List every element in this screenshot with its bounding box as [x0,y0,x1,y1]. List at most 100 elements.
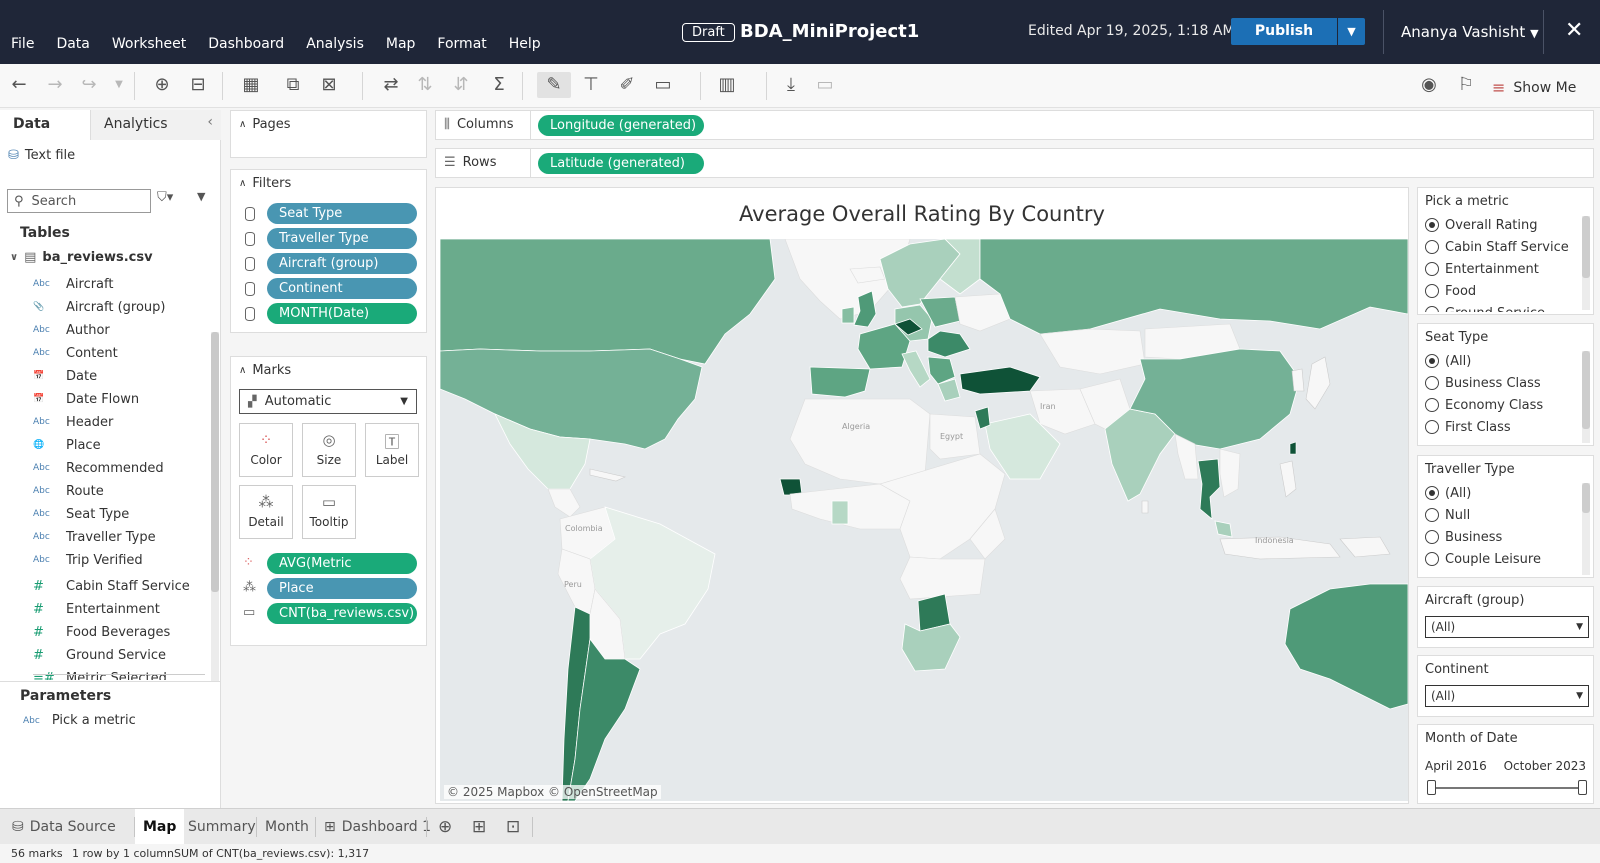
filter-pill-seat-type[interactable]: Seat Type [267,203,417,224]
ask-data-icon[interactable]: ◉ [1421,74,1437,95]
country-central-africa[interactable] [879,453,1006,560]
chevron-down-icon[interactable]: ▼ [197,190,206,203]
date-range-slider-track[interactable] [1431,787,1583,789]
table-item[interactable]: ∨ ▤ ba_reviews.csv [10,250,153,265]
marks-header[interactable]: ∧ Marks [239,363,291,378]
field-item-author[interactable]: Abc Author [33,319,110,341]
show-me-button[interactable]: ≡ Show Me [1492,78,1576,97]
radio-first-class[interactable]: First Class [1425,416,1511,438]
continent-dropdown[interactable]: (All) ▼ [1425,685,1589,707]
filter-pill-aircraft-group[interactable]: Aircraft (group) [267,253,417,274]
new-dashboard-icon[interactable]: ⊞ [472,817,487,837]
chevron-left-icon[interactable]: ‹ [207,114,213,130]
show-cards-icon[interactable]: ▥ [718,74,736,95]
radio-ground-service[interactable]: Ground Service [1425,302,1545,312]
menu-dashboard[interactable]: Dashboard [208,36,285,52]
country-iran[interactable] [1029,388,1096,435]
size-button[interactable]: ◎ Size [302,423,356,477]
pause-updates-icon[interactable]: ⊟ [190,74,206,95]
radio-overall-rating[interactable]: Overall Rating [1425,214,1538,236]
country-jordan-lebanon[interactable] [974,406,991,430]
search-input[interactable]: ⚲ Search [7,189,151,213]
download-icon[interactable]: ⤓ [787,74,795,95]
duplicate-sheet-icon[interactable]: ⧉ [286,74,300,95]
tab-map[interactable]: Map [135,809,185,845]
scrollbar[interactable] [211,332,219,682]
country-ireland[interactable] [841,306,855,324]
country-myanmar[interactable] [1174,433,1199,480]
country-hungary-romania[interactable] [927,330,971,358]
new-worksheet-icon[interactable]: ⊕ [438,817,453,837]
parameter-item[interactable]: Abc Pick a metric [23,713,136,728]
fit-view-icon[interactable]: ▭ [654,74,672,95]
country-sri-lanka[interactable] [1141,500,1149,514]
radio-business[interactable]: Business [1425,526,1502,548]
map-attribution[interactable]: © 2025 Mapbox © OpenStreetMap [444,785,661,799]
country-saudi-arabia[interactable] [984,413,1061,480]
chevron-down-icon[interactable]: ▼ [115,79,123,90]
presentation-icon[interactable]: ▭ [816,74,834,95]
filters-header[interactable]: ∧ Filters [239,176,291,191]
field-item-header[interactable]: Abc Header [33,411,113,433]
sort-ascending-icon[interactable]: ⇅ [417,74,433,95]
new-story-icon[interactable]: ⊡ [506,817,521,837]
detail-button[interactable]: ⁂ Detail [239,485,293,539]
country-argentina[interactable] [567,637,641,801]
country-poland[interactable] [919,296,961,328]
scrollbar-thumb[interactable] [1582,483,1590,513]
field-item-aircraft[interactable]: Abc Aircraft [33,273,113,295]
field-item-content[interactable]: Abc Content [33,342,118,364]
scrollbar[interactable] [1582,351,1590,443]
redo-icon[interactable]: → [47,74,63,95]
radio-all[interactable]: (All) [1425,482,1471,504]
country-ukraine[interactable] [954,293,1011,332]
highlight-icon[interactable]: ✎ [537,72,571,98]
totals-icon[interactable]: Σ [493,74,505,95]
menu-file[interactable]: File [11,36,35,52]
radio-business-class[interactable]: Business Class [1425,372,1541,394]
field-item-date-flown[interactable]: 📅 Date Flown [33,388,139,410]
scrollbar[interactable] [1582,216,1590,310]
country-china[interactable] [1129,348,1301,450]
country-greece[interactable] [937,378,961,402]
radio-economy-class[interactable]: Economy Class [1425,394,1543,416]
tab-summary[interactable]: Summary [188,819,256,835]
field-item-aircraft-group[interactable]: 📎 Aircraft (group) [33,296,166,318]
country-philippines[interactable] [1279,460,1297,498]
country-finland[interactable] [939,239,981,295]
columns-shelf[interactable]: ⫼ Columns Longitude (generated) [435,110,1594,140]
new-data-source-icon[interactable]: ⊕ [154,74,170,95]
rows-shelf[interactable]: ☰ Rows Latitude (generated) [435,148,1594,178]
mark-type-dropdown[interactable]: ▞ Automatic ▼ [239,389,417,414]
field-item-recommended[interactable]: Abc Recommended [33,457,164,479]
country-uk[interactable] [853,290,877,328]
radio-food[interactable]: Food [1425,280,1476,302]
share-icon[interactable]: ⚐ [1457,74,1475,95]
map-canvas[interactable]: Algeria Egypt Iran Colombia Peru Indones… [440,239,1408,801]
field-item-entertainment[interactable]: # Entertainment [33,598,160,620]
country-malaysia[interactable] [1214,520,1233,538]
tab-data-source[interactable]: ⛁ Data Source [4,809,124,845]
slider-end-handle[interactable] [1578,780,1587,795]
label-button[interactable]: 🅃 Label [365,423,419,477]
country-south-africa[interactable] [901,623,961,672]
user-menu[interactable]: Ananya Vashisht ▼ [1401,23,1539,41]
view-title[interactable]: Average Overall Rating By Country [739,202,1105,226]
menu-map[interactable]: Map [385,36,416,52]
country-balkans[interactable] [927,356,956,385]
filter-pill-traveller-type[interactable]: Traveller Type [267,228,417,249]
tooltip-button[interactable]: ▭ Tooltip [302,485,356,539]
filter-pill-continent[interactable]: Continent [267,278,417,299]
country-central-america[interactable] [547,488,581,518]
menu-help[interactable]: Help [508,36,541,52]
scrollbar-thumb[interactable] [1582,216,1590,278]
mark-pill-avg-metric-selected[interactable]: AVG(Metric Selected) [267,553,417,592]
field-item-seat-type[interactable]: Abc Seat Type [33,503,129,525]
columns-pill[interactable]: Longitude (generated) [538,115,704,136]
country-senegal[interactable] [779,478,803,496]
data-source[interactable]: ⛁ Text file [8,148,75,163]
show-labels-icon[interactable]: ⊤ [583,74,599,95]
country-korea[interactable] [1291,368,1305,392]
mark-pill-cnt-ba-reviews-csv[interactable]: CNT(ba_reviews.csv) [267,603,417,624]
menu-data[interactable]: Data [56,36,90,52]
